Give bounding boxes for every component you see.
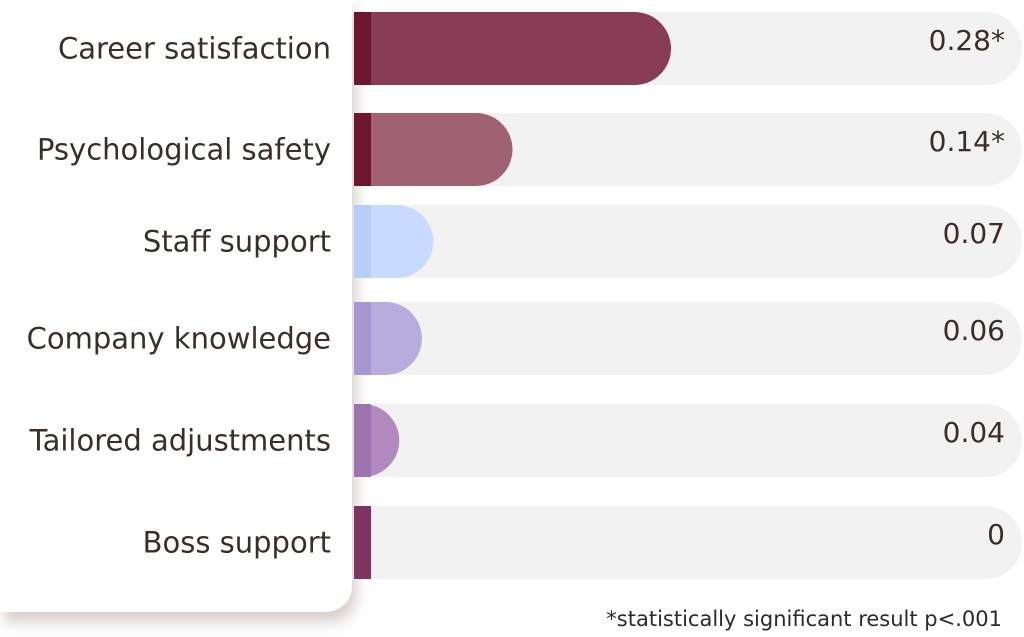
category-label: Psychological safety <box>37 133 331 167</box>
bar-track-tailored-adjustments <box>354 404 1022 477</box>
bar-accent-boss-support <box>354 506 371 579</box>
bar-track-psychological-safety <box>354 113 1022 186</box>
bar-staff-support <box>354 205 434 278</box>
category-label: Staff support <box>143 225 331 259</box>
bar-track-staff-support <box>354 205 1022 278</box>
label-panel <box>0 0 352 612</box>
category-label: Career satisfaction <box>58 32 331 66</box>
value-label: 0.04 <box>943 416 1005 449</box>
bar-accent-career-satisfaction <box>354 12 371 85</box>
value-label: 0.07 <box>943 217 1005 250</box>
bar-accent-psychological-safety <box>354 113 371 186</box>
significance-footnote: *statistically significant result p<.001 <box>606 607 1002 631</box>
category-label: Tailored adjustments <box>29 424 331 458</box>
bar-accent-company-knowledge <box>354 302 371 375</box>
bar-psychological-safety <box>354 113 513 186</box>
category-label: Company knowledge <box>27 322 331 356</box>
bar-track-boss-support <box>354 506 1022 579</box>
bar-career-satisfaction <box>354 12 672 85</box>
value-label: 0 <box>987 518 1005 551</box>
bar-accent-tailored-adjustments <box>354 404 371 477</box>
bar-accent-staff-support <box>354 205 371 278</box>
bar-track-company-knowledge <box>354 302 1022 375</box>
category-label: Boss support <box>143 526 331 560</box>
value-label: 0.14* <box>929 125 1005 158</box>
value-label: 0.06 <box>943 314 1005 347</box>
value-label: 0.28* <box>929 24 1005 57</box>
